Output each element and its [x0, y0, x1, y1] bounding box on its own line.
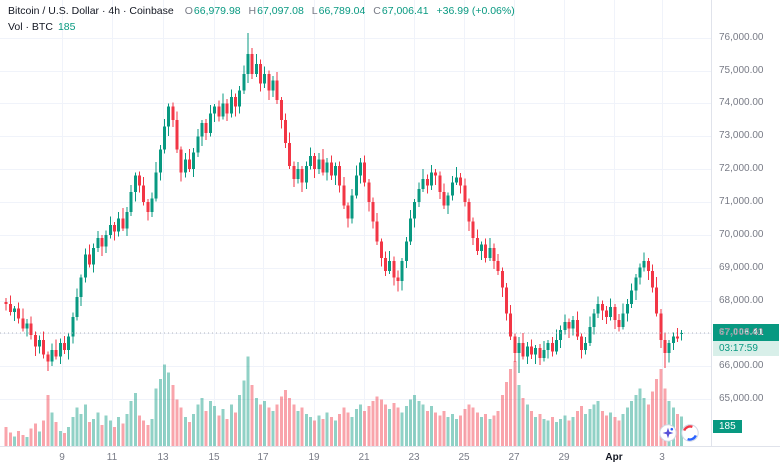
time-axis-label: 15 — [208, 452, 220, 463]
open-value: 66,979.98 — [193, 5, 241, 17]
candlestick-chart[interactable] — [0, 0, 711, 446]
low-label: L — [311, 5, 318, 17]
close-value: 67,006.41 — [381, 5, 429, 17]
floating-widget-buttons — [659, 424, 699, 442]
volume-indicator-value: 185 — [57, 21, 76, 33]
change-value: +36.99 (+0.06%) — [436, 5, 515, 17]
volume-indicator-row: Vol · BTC 185 — [8, 21, 515, 33]
price-axis-label: 69,000.00 — [719, 261, 764, 273]
symbol-title[interactable]: Bitcoin / U.S. Dollar · 4h · Coinbase — [8, 5, 174, 17]
time-axis-label: 19 — [308, 452, 320, 463]
sparkle-icon — [659, 424, 677, 442]
price-axis-label: 72,000.00 — [719, 163, 764, 175]
high-label: H — [248, 5, 257, 17]
close-label: C — [373, 5, 381, 17]
time-axis-label: 27 — [508, 452, 520, 463]
time-axis-label: 3 — [659, 452, 665, 463]
time-axis-label: 21 — [358, 452, 370, 463]
bar-countdown-badge: 03:17:59 — [713, 341, 779, 357]
time-axis-label: Apr — [605, 452, 623, 463]
price-axis-label: 73,000.00 — [719, 130, 764, 142]
red-blue-globe-icon — [681, 424, 699, 442]
time-axis[interactable]: 9 11 13 15 17 19 21 23 25 27 29 Apr 3 — [0, 446, 780, 470]
high-value: 67,097.08 — [257, 5, 304, 17]
volume-indicator-label[interactable]: Vol · BTC — [8, 21, 53, 33]
time-axis-label: 23 — [408, 452, 420, 463]
price-axis-label: 71,000.00 — [719, 195, 764, 207]
price-axis-label: 75,000.00 — [719, 64, 764, 76]
price-axis-label: 65,000.00 — [719, 393, 764, 405]
price-axis-label: 74,000.00 — [719, 97, 764, 109]
symbol-row: Bitcoin / U.S. Dollar · 4h · Coinbase O6… — [8, 5, 515, 17]
time-axis-label: 25 — [458, 452, 470, 463]
volume-badge: 185 — [713, 420, 742, 433]
chart-legend: Bitcoin / U.S. Dollar · 4h · Coinbase O6… — [8, 5, 515, 37]
time-axis-label: 13 — [157, 452, 169, 463]
time-axis-label: 17 — [257, 452, 269, 463]
price-axis-label: 66,000.00 — [719, 360, 764, 372]
price-axis-label: 68,000.00 — [719, 294, 764, 306]
chart-plot-area[interactable]: Bitcoin / U.S. Dollar · 4h · Coinbase O6… — [0, 0, 711, 446]
low-value: 66,789.04 — [318, 5, 366, 17]
red-blue-globe-button[interactable] — [681, 424, 699, 442]
last-price-badge: 67,006.41 — [713, 324, 779, 342]
price-axis-label: 67,000.00 — [719, 327, 764, 339]
time-axis-label: 11 — [106, 452, 118, 463]
sparkle-widget-button[interactable] — [659, 424, 677, 442]
price-axis-label: 76,000.00 — [719, 31, 764, 43]
open-label: O — [184, 5, 193, 17]
price-axis[interactable]: 67,006.41 03:17:59 185 76,000.00 75,000.0… — [711, 0, 780, 470]
price-axis-label: 70,000.00 — [719, 228, 764, 240]
time-axis-label: 29 — [558, 452, 570, 463]
time-axis-label: 9 — [59, 452, 65, 463]
ohlc-values: O66,979.98 H67,097.08 L66,789.04 C67,006… — [180, 5, 515, 17]
